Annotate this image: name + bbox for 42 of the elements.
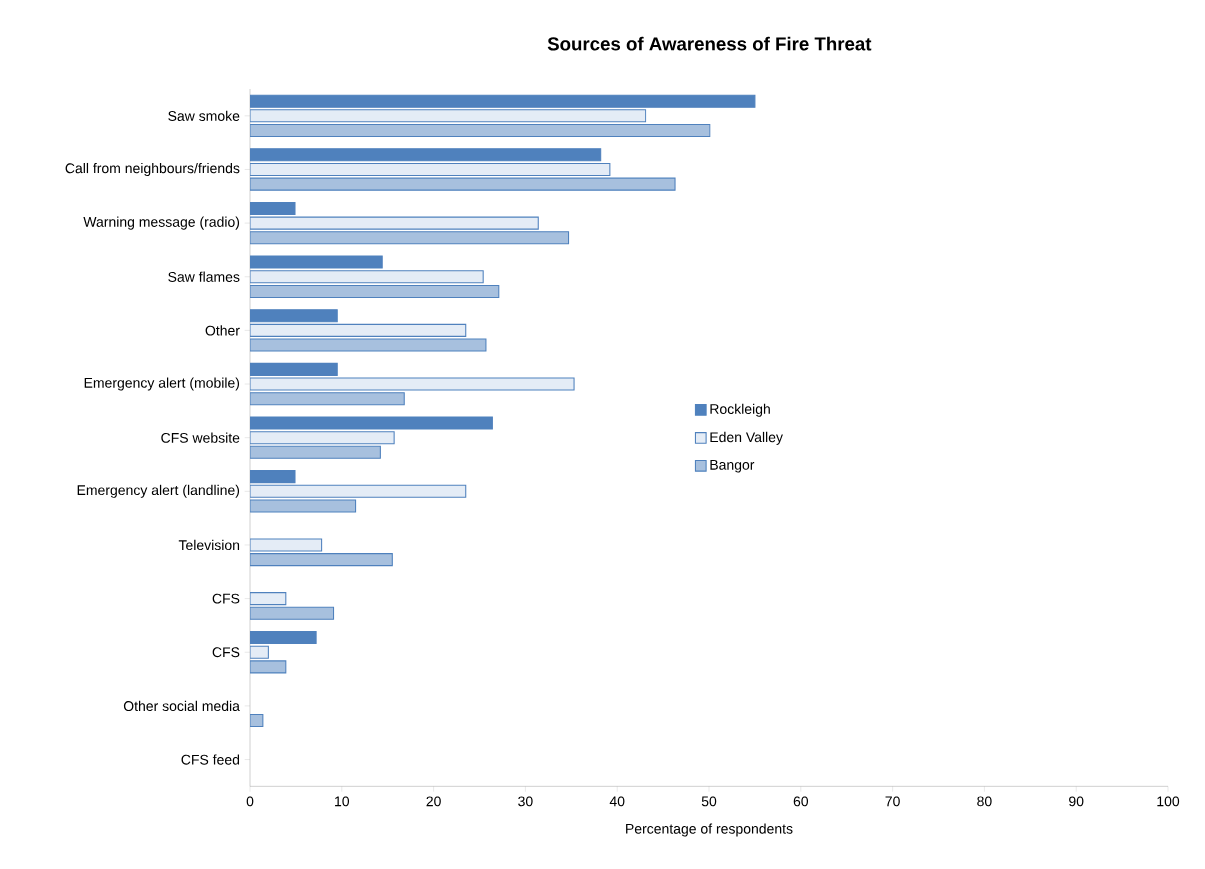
bar [250, 109, 647, 123]
x-tick-label: 80 [977, 796, 992, 807]
legend-label: Rockleigh [710, 403, 770, 417]
bar [250, 445, 381, 459]
bar [250, 606, 335, 620]
bar [250, 123, 711, 138]
y-tick-label: Saw flames [168, 271, 240, 282]
y-tick-label: CFS feed [181, 754, 240, 765]
legend-label: Eden Valley [710, 431, 783, 445]
y-tick-label: Emergency alert (landline) [77, 484, 240, 498]
bar [250, 231, 570, 245]
y-tick-label: Warning message (radio) [83, 216, 240, 230]
x-tick-label: 70 [885, 796, 900, 807]
x-tick-label: 50 [701, 796, 717, 807]
chart-title: Sources of Awareness of Fire Threat [547, 36, 872, 51]
bar [250, 323, 467, 337]
x-axis-title: Percentage of respondents [626, 823, 793, 837]
bar [250, 284, 500, 298]
x-tick-label: 90 [1069, 796, 1084, 807]
bar [250, 392, 405, 406]
y-tick-label: Other [205, 325, 240, 336]
y-tick-label: Saw smoke [168, 110, 240, 121]
bar [250, 431, 395, 445]
x-tick-label: 40 [609, 796, 625, 807]
y-tick-label: Other social media [123, 700, 240, 712]
y-tick-label: CFS [212, 647, 240, 658]
y-tick-label: Emergency alert (mobile) [84, 377, 240, 391]
y-tick-label: Call from neighbours/friends [65, 162, 240, 176]
x-tick-label: 20 [426, 796, 441, 807]
bar [250, 553, 393, 567]
x-tick-label: 10 [335, 796, 350, 807]
bar [250, 270, 484, 284]
bar [250, 162, 611, 177]
bar [250, 484, 467, 498]
x-tick-label: 100 [1157, 796, 1180, 807]
y-tick-label: CFS [212, 593, 240, 604]
x-tick-label: 60 [793, 796, 809, 807]
y-tick-label: CFS website [161, 432, 240, 443]
x-tick-label: 30 [518, 796, 533, 807]
legend-label: Bangor [710, 460, 755, 473]
x-tick-label: 0 [246, 796, 254, 807]
y-tick-label: Television [178, 539, 240, 551]
